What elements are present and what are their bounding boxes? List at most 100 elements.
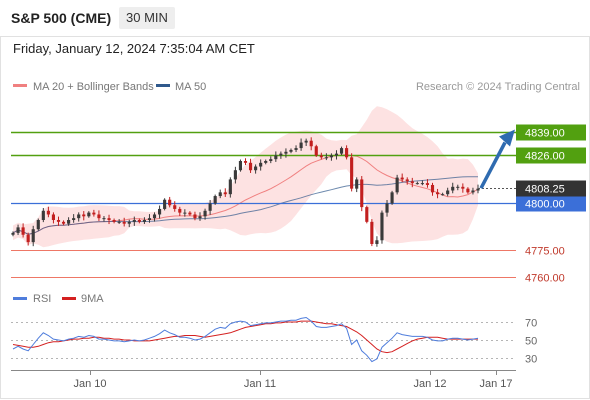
bollinger-band bbox=[13, 106, 478, 248]
candle-bear bbox=[435, 192, 440, 195]
last-price-tag bbox=[516, 180, 586, 197]
rsi-tick-label: 70 bbox=[525, 318, 537, 330]
candle-bear bbox=[425, 183, 430, 185]
candle-bear bbox=[370, 221, 374, 244]
timeframe-badge[interactable]: 30 MIN bbox=[119, 7, 175, 29]
candle-bull bbox=[385, 203, 389, 213]
candle-bear bbox=[82, 214, 86, 217]
candle-bear bbox=[178, 208, 182, 213]
candle-bull bbox=[142, 220, 146, 222]
candle-bull bbox=[77, 214, 81, 219]
candle-bear bbox=[56, 220, 61, 222]
legend-swatch-9ma bbox=[62, 297, 76, 300]
legend-swatch-ma50 bbox=[156, 84, 170, 87]
candle-bull bbox=[152, 214, 157, 219]
candle-bull bbox=[476, 188, 480, 191]
candle-bull bbox=[415, 183, 419, 185]
candle-bull bbox=[329, 155, 333, 158]
resistance-tag bbox=[516, 124, 586, 141]
candle-bear bbox=[173, 205, 177, 209]
candle-bull bbox=[163, 199, 167, 209]
candle-bear bbox=[430, 184, 435, 193]
candle-bear bbox=[350, 157, 354, 189]
ma50-line bbox=[12, 176, 479, 235]
candle-bear bbox=[26, 234, 30, 243]
candle-bear bbox=[61, 221, 66, 224]
candle-bull bbox=[87, 212, 91, 217]
candle-bear bbox=[345, 148, 349, 158]
support-label-lower: 4775.00 bbox=[525, 246, 565, 258]
candle-bear bbox=[314, 146, 318, 156]
legend-swatch-ma20 bbox=[13, 84, 27, 87]
candle-bear bbox=[360, 179, 364, 208]
support-label-lower: 4760.00 bbox=[525, 273, 565, 285]
candle-bear bbox=[365, 207, 369, 222]
x-axis-tick-label: Jan 10 bbox=[73, 378, 106, 390]
candle-bull bbox=[31, 229, 35, 243]
candle-bear bbox=[223, 192, 227, 195]
candle-bull bbox=[198, 216, 202, 219]
candle-bull bbox=[390, 192, 394, 204]
candle-bear bbox=[107, 218, 111, 220]
x-axis-tick-label: Jan 12 bbox=[413, 378, 446, 390]
candle-bull bbox=[254, 166, 258, 171]
legend-label-ma20: MA 20 + Bollinger Bands bbox=[33, 81, 154, 93]
candle-bull bbox=[446, 190, 450, 195]
support-tag bbox=[516, 195, 586, 212]
candle-bull bbox=[375, 240, 379, 244]
candle-bull bbox=[117, 221, 121, 223]
candle-bear bbox=[248, 162, 253, 171]
candle-bull bbox=[208, 203, 212, 211]
candle-bull bbox=[36, 220, 40, 230]
rsi-tick-label: 30 bbox=[525, 354, 537, 366]
candle-bull bbox=[203, 210, 207, 217]
candle-bull bbox=[67, 220, 71, 224]
candle-bull bbox=[259, 162, 263, 167]
candle-bear bbox=[168, 199, 172, 206]
candle-bull bbox=[102, 218, 106, 220]
candle-bull bbox=[471, 190, 475, 193]
candle-bear bbox=[243, 161, 248, 163]
resistance-tag bbox=[516, 147, 586, 164]
resistance-label: 4826.00 bbox=[525, 151, 565, 163]
candle-bull bbox=[183, 212, 187, 214]
x-axis-tick-label: Jan 17 bbox=[479, 378, 512, 390]
source-credit: Research © 2024 Trading Central bbox=[416, 81, 580, 93]
candle-bear bbox=[51, 214, 56, 220]
candle-bull bbox=[238, 161, 243, 171]
candle-bull bbox=[218, 192, 222, 197]
candle-bull bbox=[269, 159, 273, 161]
candle-bull bbox=[380, 212, 384, 241]
candle-bear bbox=[461, 186, 465, 189]
candle-bull bbox=[132, 220, 136, 222]
candle-bull bbox=[304, 140, 308, 143]
candle-bear bbox=[92, 212, 96, 215]
candle-bear bbox=[97, 214, 101, 219]
legend-swatch-rsi bbox=[13, 297, 27, 300]
rsi-9ma-line bbox=[12, 320, 478, 354]
candle-bull bbox=[395, 177, 399, 193]
candle-bull bbox=[339, 148, 344, 154]
candle-bull bbox=[233, 170, 237, 180]
candle-bull bbox=[158, 208, 162, 215]
chart-title: S&P 500 (CME) bbox=[11, 10, 112, 26]
x-axis-tick-label: Jan 11 bbox=[244, 378, 276, 390]
candle-bear bbox=[193, 214, 197, 219]
projection-arrow-shaft bbox=[479, 141, 507, 190]
candle-bear bbox=[466, 188, 470, 193]
candle-bear bbox=[400, 177, 404, 180]
projection-arrowhead bbox=[499, 129, 515, 147]
candle-bull bbox=[228, 179, 232, 195]
legend-label-9ma: 9MA bbox=[81, 293, 104, 305]
candle-bear bbox=[112, 220, 116, 222]
candle-bull bbox=[16, 227, 20, 233]
candle-bull bbox=[41, 210, 45, 220]
rsi-tick-label: 50 bbox=[525, 336, 537, 348]
candle-bear bbox=[188, 212, 192, 215]
candle-bull bbox=[127, 221, 131, 224]
candle-bear bbox=[21, 227, 25, 235]
candle-bull bbox=[294, 148, 298, 150]
candle-bull bbox=[279, 153, 283, 156]
candle-bear bbox=[122, 221, 126, 224]
